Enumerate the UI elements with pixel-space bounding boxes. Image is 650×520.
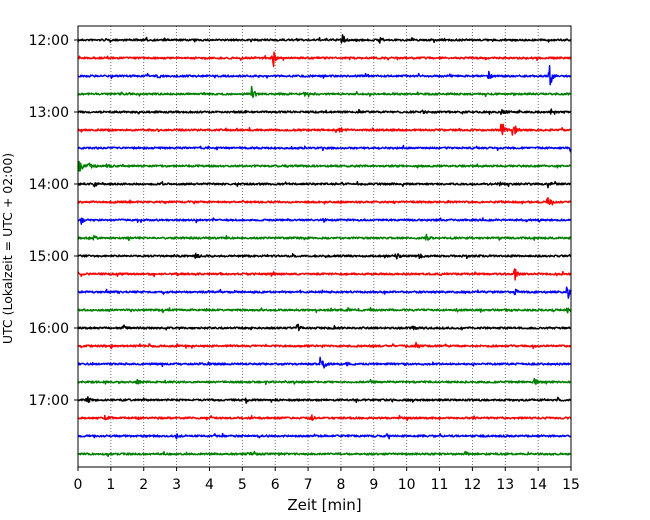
y-tick-label: 13:00 [29,105,69,121]
x-tick-label: 10 [398,477,416,493]
x-tick-label: 9 [369,477,378,493]
trace-1415 [77,196,572,206]
trace-1400 [77,180,572,189]
x-tick-label: 0 [74,477,83,493]
x-tick-label: 13 [496,477,514,493]
x-tick-label: 1 [106,477,115,493]
x-tick-label: 5 [238,477,247,493]
trace-1730 [77,432,572,440]
x-tick-label: 2 [139,477,148,493]
y-tick-label: 16:00 [29,321,69,337]
x-tick-label: 8 [336,477,345,493]
y-tick-label: 17:00 [29,393,69,409]
trace-1330 [77,144,572,153]
x-tick-label: 15 [562,477,580,493]
trace-1345 [77,160,572,172]
trace-1615 [77,341,572,350]
x-tick-label: 11 [431,477,449,493]
x-tick-label: 3 [172,477,181,493]
x-tick-label: 6 [271,477,280,493]
seismic-traces [77,34,572,458]
trace-1215 [77,51,572,68]
trace-1300 [77,108,572,116]
trace-1700 [77,396,572,404]
x-tick-label: 7 [304,477,313,493]
trace-1600 [77,323,572,332]
y-axis-ticks: 12:00 13:00 14:00 15:00 16:00 17:00 [29,33,78,409]
x-tick-label: 4 [205,477,214,493]
plot-frame [77,25,572,468]
trace-1745 [77,450,572,458]
x-tick-label: 12 [463,477,481,493]
y-tick-label: 14:00 [29,177,69,193]
trace-1645 [77,377,572,386]
trace-1245 [77,85,572,98]
trace-1530 [77,286,572,299]
trace-1515 [77,268,572,281]
y-tick-label: 12:00 [29,33,69,49]
trace-1315 [77,123,572,136]
trace-1500 [77,252,572,260]
trace-1445 [77,233,572,242]
y-tick-label: 15:00 [29,249,69,265]
trace-1545 [77,306,572,314]
y-axis-label: UTC (Lokalzeit = UTC + 02:00) [0,153,15,344]
x-axis-label: Zeit [min] [287,496,361,514]
trace-1230 [77,65,572,86]
trace-1630 [77,356,572,369]
trace-1200 [77,34,572,44]
trace-1715 [77,414,572,422]
x-axis-ticks: 0 1 2 3 4 5 6 7 8 9 10 11 12 13 14 15 [74,467,580,493]
x-tick-label: 14 [529,477,547,493]
trace-1430 [77,217,572,225]
